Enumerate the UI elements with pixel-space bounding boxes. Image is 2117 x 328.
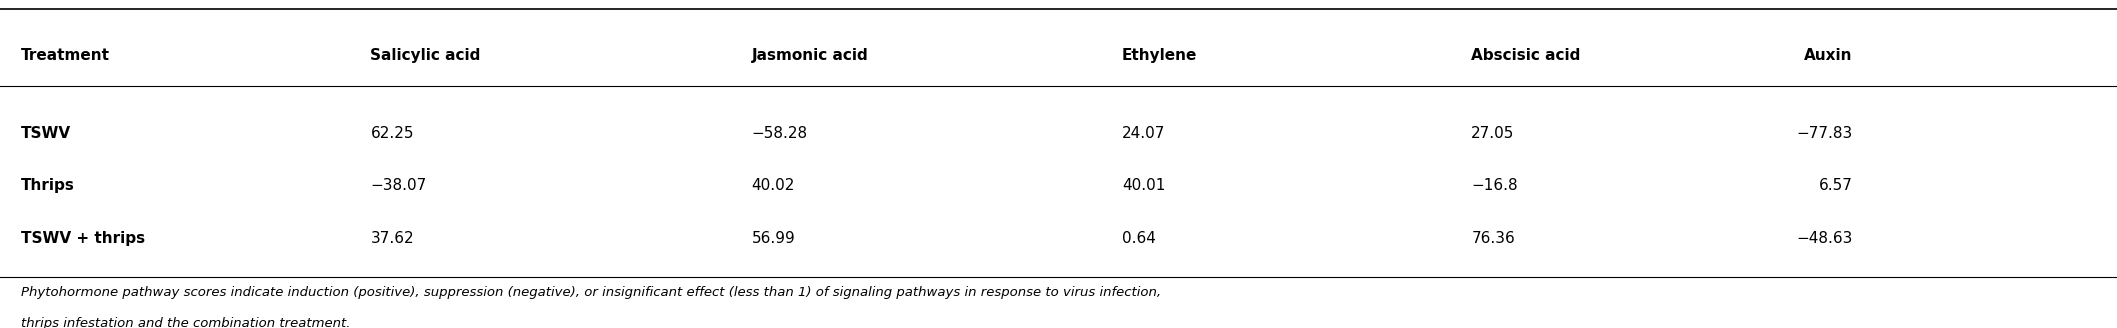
Text: 24.07: 24.07 bbox=[1122, 126, 1164, 141]
Text: Abscisic acid: Abscisic acid bbox=[1471, 48, 1581, 63]
Text: 0.64: 0.64 bbox=[1122, 231, 1156, 246]
Text: Ethylene: Ethylene bbox=[1122, 48, 1198, 63]
Text: Treatment: Treatment bbox=[21, 48, 110, 63]
Text: 40.02: 40.02 bbox=[752, 178, 794, 194]
Text: −77.83: −77.83 bbox=[1795, 126, 1852, 141]
Text: TSWV: TSWV bbox=[21, 126, 72, 141]
Text: −58.28: −58.28 bbox=[752, 126, 809, 141]
Text: TSWV + thrips: TSWV + thrips bbox=[21, 231, 146, 246]
Text: 56.99: 56.99 bbox=[752, 231, 796, 246]
Text: Phytohormone pathway scores indicate induction (positive), suppression (negative: Phytohormone pathway scores indicate ind… bbox=[21, 286, 1162, 299]
Text: −48.63: −48.63 bbox=[1795, 231, 1852, 246]
Text: Salicylic acid: Salicylic acid bbox=[370, 48, 481, 63]
Text: Thrips: Thrips bbox=[21, 178, 74, 194]
Text: thrips infestation and the combination treatment.: thrips infestation and the combination t… bbox=[21, 317, 351, 328]
Text: −16.8: −16.8 bbox=[1471, 178, 1518, 194]
Text: Jasmonic acid: Jasmonic acid bbox=[752, 48, 868, 63]
Text: −38.07: −38.07 bbox=[370, 178, 428, 194]
Text: 37.62: 37.62 bbox=[370, 231, 415, 246]
Text: 40.01: 40.01 bbox=[1122, 178, 1164, 194]
Text: Auxin: Auxin bbox=[1804, 48, 1852, 63]
Text: 62.25: 62.25 bbox=[370, 126, 415, 141]
Text: 76.36: 76.36 bbox=[1471, 231, 1516, 246]
Text: 6.57: 6.57 bbox=[1819, 178, 1852, 194]
Text: 27.05: 27.05 bbox=[1471, 126, 1514, 141]
